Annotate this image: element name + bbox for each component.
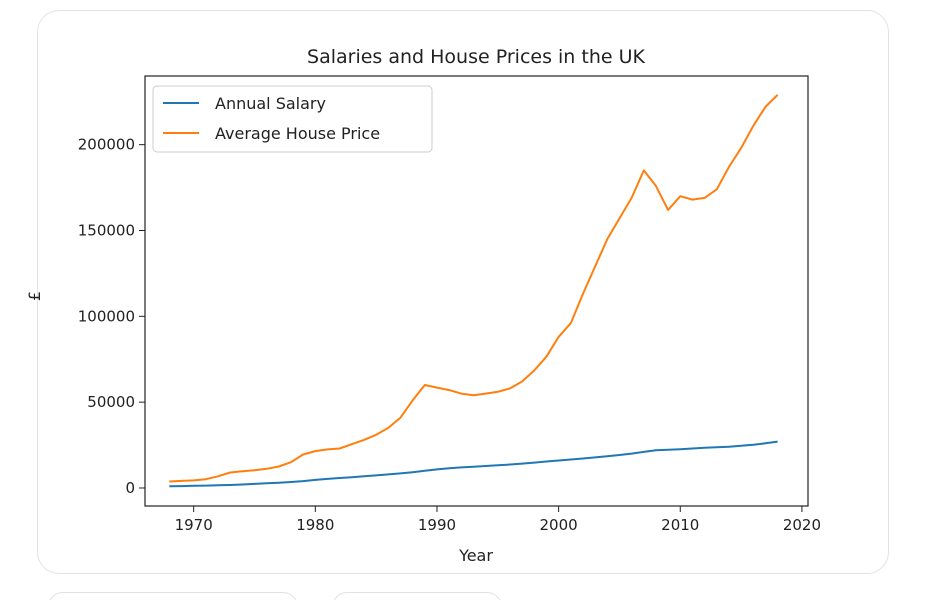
x-axis: 1970 1980 1990 2000 2010 2020 — [175, 506, 821, 534]
x-tick-label: 1980 — [296, 516, 334, 534]
y-tick-label: 200000 — [78, 136, 135, 154]
x-tick-label: 1990 — [418, 516, 456, 534]
legend-box — [152, 85, 433, 153]
y-axis: 0 50000 100000 150000 200000 — [78, 136, 145, 497]
y-tick-label: 50000 — [87, 393, 135, 411]
chart-title: Salaries and House Prices in the UK — [307, 46, 645, 68]
legend: Annual Salary Average House Price — [152, 85, 433, 153]
legend-label: Annual Salary — [215, 94, 326, 113]
series-layer — [169, 94, 779, 488]
series-line-annual-salary — [169, 440, 778, 488]
y-tick-label: 0 — [125, 479, 135, 497]
x-tick-label: 2020 — [783, 516, 821, 534]
x-axis-label: Year — [458, 546, 493, 565]
x-tick-label: 2000 — [540, 516, 578, 534]
y-axis-label: £ — [25, 291, 44, 301]
x-tick-label: 1970 — [175, 516, 213, 534]
y-tick-label: 100000 — [78, 307, 135, 325]
legend-label: Average House Price — [215, 124, 380, 143]
x-tick-label: 2010 — [661, 516, 699, 534]
series-line-average-house-price — [169, 94, 779, 483]
y-tick-label: 150000 — [78, 221, 135, 239]
